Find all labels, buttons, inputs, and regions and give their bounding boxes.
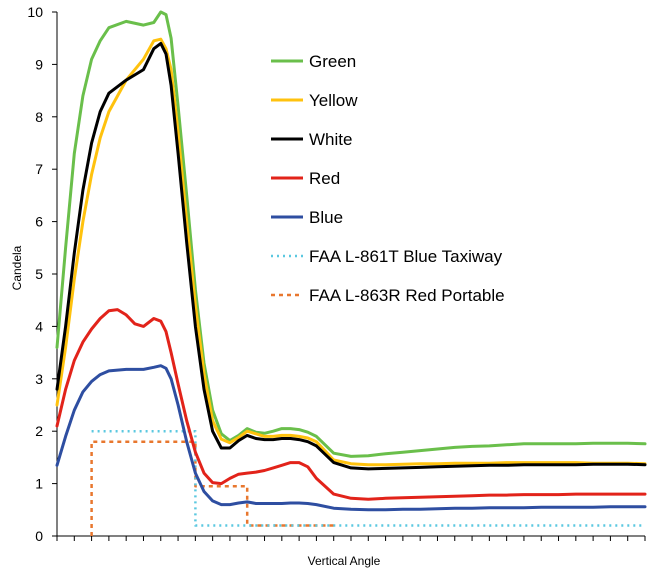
legend-label: Blue <box>309 208 343 227</box>
y-tick-label: 8 <box>35 109 43 125</box>
y-tick-label: 4 <box>35 318 43 334</box>
legend-label: FAA L-861T Blue Taxiway <box>309 247 503 266</box>
series-line-faa-l-863r-red-portable <box>90 440 334 536</box>
legend: Green Yellow White Red Blue FAA L-861T Blue T… <box>271 52 505 305</box>
x-ticks <box>56 536 646 541</box>
series-line-yellow <box>55 37 647 467</box>
x-axis-title: Vertical Angle <box>308 554 381 568</box>
legend-label: Green <box>309 52 356 71</box>
y-tick-label: 2 <box>35 423 43 439</box>
y-tick-label: 0 <box>35 528 43 544</box>
series-line-green <box>55 10 647 458</box>
y-tick-label: 7 <box>35 161 43 177</box>
legend-label: Red <box>309 169 340 188</box>
y-axis-title: Candela <box>10 245 24 290</box>
legend-label: Yellow <box>309 91 358 110</box>
legend-label: FAA L-863R Red Portable <box>309 286 505 305</box>
y-tick-label: 3 <box>35 371 43 387</box>
y-ticks: 0 1 2 3 4 5 6 7 8 9 10 <box>27 4 57 544</box>
y-tick-label: 9 <box>35 56 43 72</box>
y-tick-label: 10 <box>27 4 43 20</box>
series-line-blue <box>55 364 647 512</box>
series-line-white <box>55 41 647 471</box>
legend-label: White <box>309 130 352 149</box>
y-tick-label: 6 <box>35 214 43 230</box>
y-tick-label: 5 <box>35 266 43 282</box>
series-line-red <box>55 308 647 501</box>
series-layer <box>55 10 647 536</box>
y-tick-label: 1 <box>35 476 43 492</box>
series-line-faa-l-861t-blue-taxiway <box>91 429 645 527</box>
